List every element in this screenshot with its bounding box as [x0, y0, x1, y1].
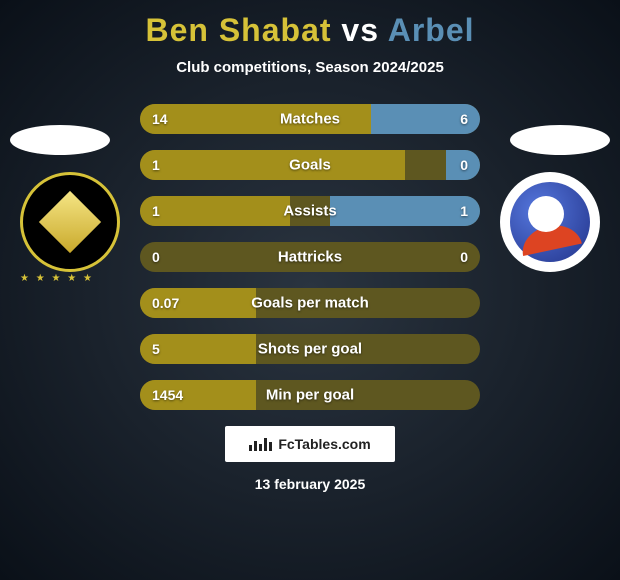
ball-icon	[528, 196, 564, 232]
stat-fill-player1	[140, 196, 290, 226]
player2-name: Arbel	[388, 12, 475, 48]
stat-value-player2: 1	[460, 203, 468, 219]
stat-label: Assists	[283, 203, 336, 220]
stat-row: 1 1 Assists	[140, 196, 480, 226]
stat-label: Goals	[289, 157, 331, 174]
stat-value-player1: 1	[152, 157, 160, 173]
player1-silhouette-base	[10, 125, 110, 155]
stat-label: Matches	[280, 111, 340, 128]
stat-label: Hattricks	[278, 249, 342, 266]
stat-value-player2: 6	[460, 111, 468, 127]
stat-fill-player1	[140, 150, 405, 180]
stat-row: 14 6 Matches	[140, 104, 480, 134]
stat-row: 1 0 Goals	[140, 150, 480, 180]
stat-value-player1: 0.07	[152, 295, 179, 311]
stat-value-player1: 0	[152, 249, 160, 265]
stat-value-player1: 1454	[152, 387, 183, 403]
date-text: 13 february 2025	[0, 476, 620, 492]
stat-label: Goals per match	[251, 295, 369, 312]
stat-row: 1454 Min per goal	[140, 380, 480, 410]
stats-container: 14 6 Matches 1 0 Goals 1 1 Assists 0 0 Hattricks 0.0…	[140, 104, 480, 410]
brand-text: FcTables.com	[278, 436, 370, 452]
stat-label: Min per goal	[266, 387, 354, 404]
stars-icon: ★ ★ ★ ★ ★	[20, 273, 94, 284]
vs-text: vs	[341, 12, 379, 48]
stat-value-player1: 5	[152, 341, 160, 357]
player2-silhouette-base	[510, 125, 610, 155]
bars-icon	[249, 438, 272, 451]
stat-value-player2: 0	[460, 249, 468, 265]
stat-value-player2: 0	[460, 157, 468, 173]
stat-row: 0 0 Hattricks	[140, 242, 480, 272]
stat-label: Shots per goal	[258, 341, 362, 358]
brand-badge: FcTables.com	[225, 426, 395, 462]
stat-value-player1: 1	[152, 203, 160, 219]
comparison-title: Ben Shabat vs Arbel	[0, 0, 620, 49]
stat-fill-player2	[330, 196, 480, 226]
subtitle: Club competitions, Season 2024/2025	[0, 59, 620, 76]
stat-row: 0.07 Goals per match	[140, 288, 480, 318]
stat-row: 5 Shots per goal	[140, 334, 480, 364]
stat-value-player1: 14	[152, 111, 168, 127]
player1-club-logo: ★ ★ ★ ★ ★	[20, 172, 120, 272]
diamond-icon	[39, 191, 101, 253]
player1-name: Ben Shabat	[145, 12, 331, 48]
player2-club-logo	[500, 172, 600, 272]
